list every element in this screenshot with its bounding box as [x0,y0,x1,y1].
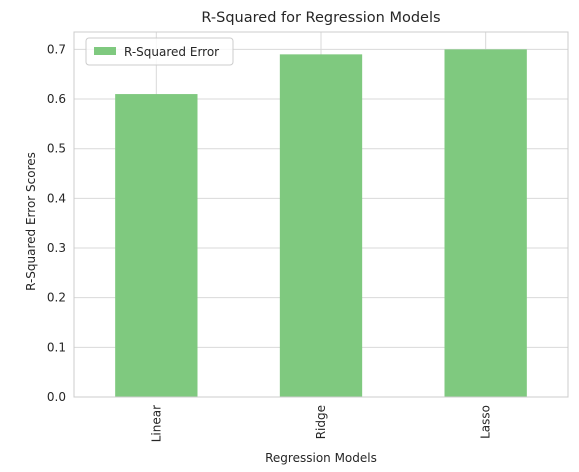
chart-title: R-Squared for Regression Models [201,10,440,26]
bar-linear [115,94,198,397]
legend-swatch [94,47,116,55]
x-tick-label: Ridge [314,405,328,439]
bar-ridge [279,54,363,398]
y-tick-label: 0.4 [47,191,66,205]
x-tick-labels: Linear Ridge Lasso [149,405,492,442]
plot-frame [73,31,569,398]
legend: R-Squared Error [85,37,234,66]
y-tick-label: 0.0 [47,390,66,404]
x-tick-label: Linear [149,405,163,442]
y-tick-labels: 0.0 0.1 0.2 0.3 0.4 0.5 0.6 0.7 [47,42,66,404]
y-tick-label: 0.6 [47,92,66,106]
x-tick-label: Lasso [479,405,493,439]
x-axis-label: Regression Models [265,451,377,465]
y-tick-label: 0.2 [47,291,66,305]
bars [115,49,527,398]
y-tick-label: 0.5 [47,142,66,156]
y-tick-label: 0.1 [47,340,66,354]
y-tick-label: 0.3 [47,241,66,255]
y-axis-label: R-Squared Error Scores [24,152,38,291]
y-tick-label: 0.7 [47,42,66,56]
bar-lasso [444,49,527,397]
legend-label: R-Squared Error [124,45,219,59]
legend-box [85,37,234,66]
